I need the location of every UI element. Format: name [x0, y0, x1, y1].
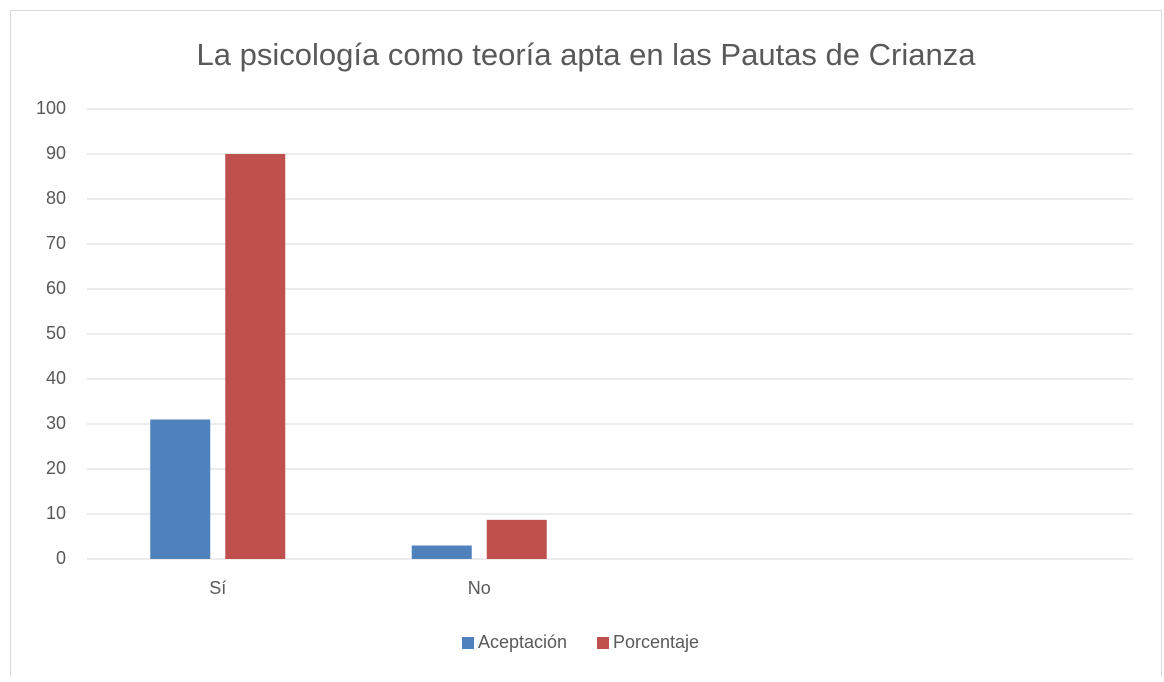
- bar: [486, 519, 547, 559]
- chart-border: [10, 10, 1162, 681]
- legend-swatch: [597, 637, 609, 649]
- chart-title: La psicología como teoría apta en las Pa…: [197, 37, 977, 72]
- y-tick-label: 40: [46, 368, 66, 388]
- y-tick-label: 90: [46, 143, 66, 163]
- y-tick-label: 30: [46, 413, 66, 433]
- bar: [411, 545, 472, 559]
- y-tick-label: 70: [46, 233, 66, 253]
- y-tick-label: 80: [46, 188, 66, 208]
- y-tick-label: 60: [46, 278, 66, 298]
- y-tick-label: 10: [46, 503, 66, 523]
- bar: [225, 154, 286, 559]
- y-tick-label: 50: [46, 323, 66, 343]
- legend-label: Porcentaje: [613, 632, 699, 652]
- legend-label: Aceptación: [478, 632, 567, 652]
- bar: [150, 419, 211, 559]
- y-tick-label: 0: [56, 548, 66, 568]
- legend-swatch: [462, 637, 474, 649]
- x-tick-label: No: [468, 578, 491, 598]
- y-tick-label: 20: [46, 458, 66, 478]
- x-tick-label: Sí: [209, 578, 226, 598]
- y-tick-label: 100: [36, 98, 66, 118]
